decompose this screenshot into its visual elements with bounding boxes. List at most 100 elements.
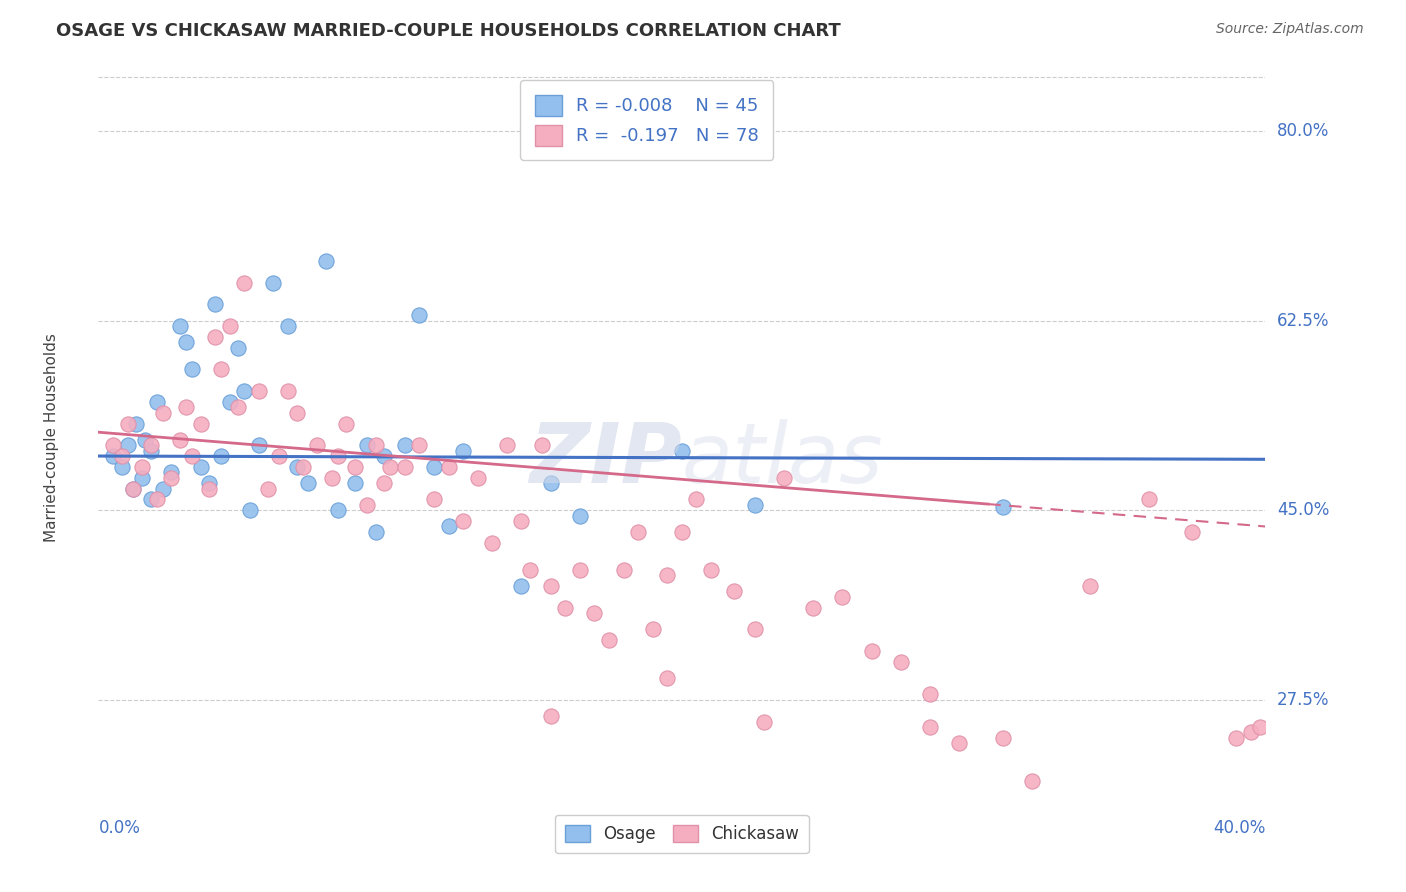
Point	[247, 438, 270, 452]
Point	[321, 471, 343, 485]
Point	[948, 736, 970, 750]
Point	[1249, 720, 1271, 734]
Point	[540, 709, 562, 723]
Point	[160, 471, 183, 485]
Point	[373, 476, 395, 491]
Point	[700, 563, 723, 577]
Text: ZIP: ZIP	[529, 418, 682, 500]
Point	[641, 623, 664, 637]
Point	[890, 655, 912, 669]
Point	[510, 579, 533, 593]
Point	[131, 471, 153, 485]
Point	[198, 482, 221, 496]
Point	[380, 459, 402, 474]
Point	[657, 568, 679, 582]
Point	[723, 584, 745, 599]
Point	[233, 384, 256, 398]
Point	[117, 417, 139, 431]
Point	[174, 401, 197, 415]
Point	[467, 471, 489, 485]
Point	[423, 492, 446, 507]
Point	[169, 318, 191, 333]
Point	[139, 438, 162, 452]
Point	[152, 482, 174, 496]
Point	[568, 563, 591, 577]
Point	[285, 406, 308, 420]
Point	[1137, 492, 1160, 507]
Point	[451, 443, 474, 458]
Text: 62.5%: 62.5%	[1277, 311, 1330, 329]
Text: Source: ZipAtlas.com: Source: ZipAtlas.com	[1216, 22, 1364, 37]
Point	[685, 492, 707, 507]
Point	[256, 482, 278, 496]
Point	[423, 459, 446, 474]
Point	[364, 438, 387, 452]
Text: 27.5%: 27.5%	[1277, 691, 1330, 709]
Point	[228, 401, 250, 415]
Point	[111, 449, 134, 463]
Point	[408, 438, 430, 452]
Point	[554, 600, 576, 615]
Point	[356, 438, 378, 452]
Point	[519, 563, 541, 577]
Point	[101, 449, 124, 463]
Point	[291, 459, 314, 474]
Point	[160, 465, 183, 479]
Point	[394, 438, 416, 452]
Point	[209, 449, 232, 463]
Point	[204, 297, 226, 311]
Point	[139, 492, 162, 507]
Point	[437, 459, 460, 474]
Point	[991, 731, 1014, 745]
Point	[307, 438, 329, 452]
Point	[218, 395, 240, 409]
Legend: Osage, Chickasaw: Osage, Chickasaw	[555, 814, 808, 853]
Point	[744, 498, 766, 512]
Point	[408, 308, 430, 322]
Text: 45.0%: 45.0%	[1277, 501, 1330, 519]
Point	[218, 318, 240, 333]
Point	[139, 443, 162, 458]
Point	[117, 438, 139, 452]
Point	[1080, 579, 1102, 593]
Point	[297, 476, 319, 491]
Point	[131, 459, 153, 474]
Point	[174, 335, 197, 350]
Point	[262, 276, 284, 290]
Text: 80.0%: 80.0%	[1277, 122, 1330, 140]
Point	[752, 714, 775, 729]
Point	[326, 449, 349, 463]
Point	[204, 330, 226, 344]
Point	[496, 438, 519, 452]
Point	[831, 590, 853, 604]
Point	[190, 417, 212, 431]
Point	[744, 623, 766, 637]
Point	[111, 459, 134, 474]
Point	[146, 395, 169, 409]
Point	[991, 500, 1014, 514]
Point	[315, 254, 337, 268]
Text: 0.0%: 0.0%	[98, 819, 141, 837]
Point	[209, 362, 232, 376]
Point	[269, 449, 291, 463]
Point	[247, 384, 270, 398]
Point	[627, 524, 650, 539]
Point	[277, 318, 299, 333]
Point	[1225, 731, 1247, 745]
Text: atlas: atlas	[682, 418, 883, 500]
Point	[583, 606, 606, 620]
Point	[671, 524, 693, 539]
Point	[568, 508, 591, 523]
Point	[169, 433, 191, 447]
Point	[394, 459, 416, 474]
Point	[125, 417, 148, 431]
Point	[598, 633, 620, 648]
Point	[233, 276, 256, 290]
Point	[540, 476, 562, 491]
Text: 40.0%: 40.0%	[1213, 819, 1265, 837]
Point	[451, 514, 474, 528]
Point	[918, 688, 941, 702]
Point	[1021, 774, 1043, 789]
Point	[510, 514, 533, 528]
Point	[335, 417, 357, 431]
